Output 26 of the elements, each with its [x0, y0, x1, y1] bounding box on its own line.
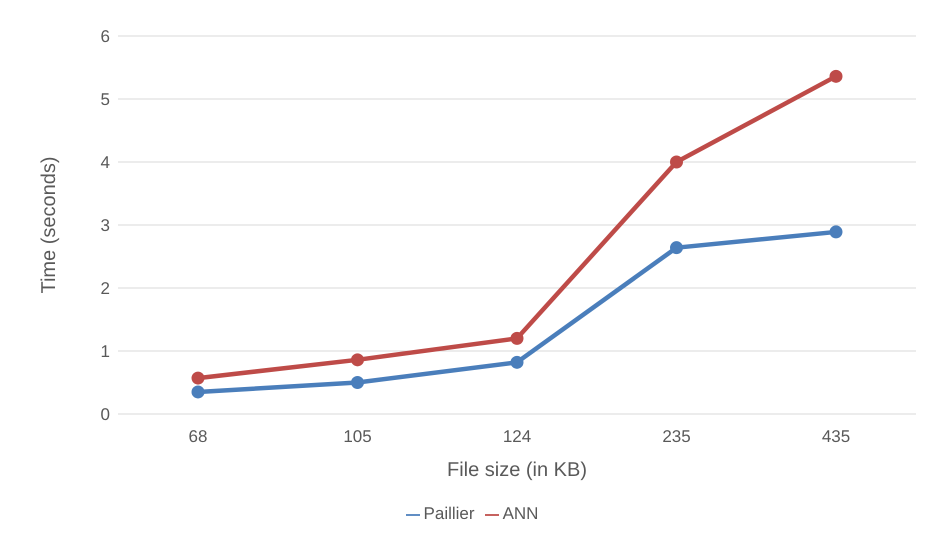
point	[351, 376, 364, 389]
y-tick-label: 5	[100, 90, 110, 110]
x-tick-label: 235	[662, 427, 691, 446]
y-tick-label: 3	[100, 216, 110, 236]
point	[510, 332, 524, 345]
y-tick-label: 6	[100, 27, 110, 46]
x-tick-label: 105	[343, 427, 372, 446]
y-tick-label: 2	[100, 279, 110, 298]
y-axis-title: Time (seconds)	[38, 156, 60, 294]
point	[192, 385, 204, 398]
point	[670, 156, 683, 168]
x-tick-label: 68	[188, 427, 208, 446]
point	[192, 372, 204, 385]
x-tick-label: 124	[502, 427, 532, 446]
point	[510, 356, 524, 369]
x-axis-title: File size (in KB)	[446, 459, 588, 482]
legend-label: Paillier	[424, 504, 475, 523]
y-tick-label: 1	[100, 342, 110, 362]
x-tick-label: 435	[822, 427, 850, 446]
legend-label: ANN	[502, 504, 538, 523]
point	[830, 225, 842, 238]
y-tick-label: 0	[100, 405, 110, 424]
point	[670, 241, 683, 254]
point	[830, 70, 842, 83]
point	[351, 353, 364, 366]
y-tick-label: 4	[100, 153, 110, 172]
